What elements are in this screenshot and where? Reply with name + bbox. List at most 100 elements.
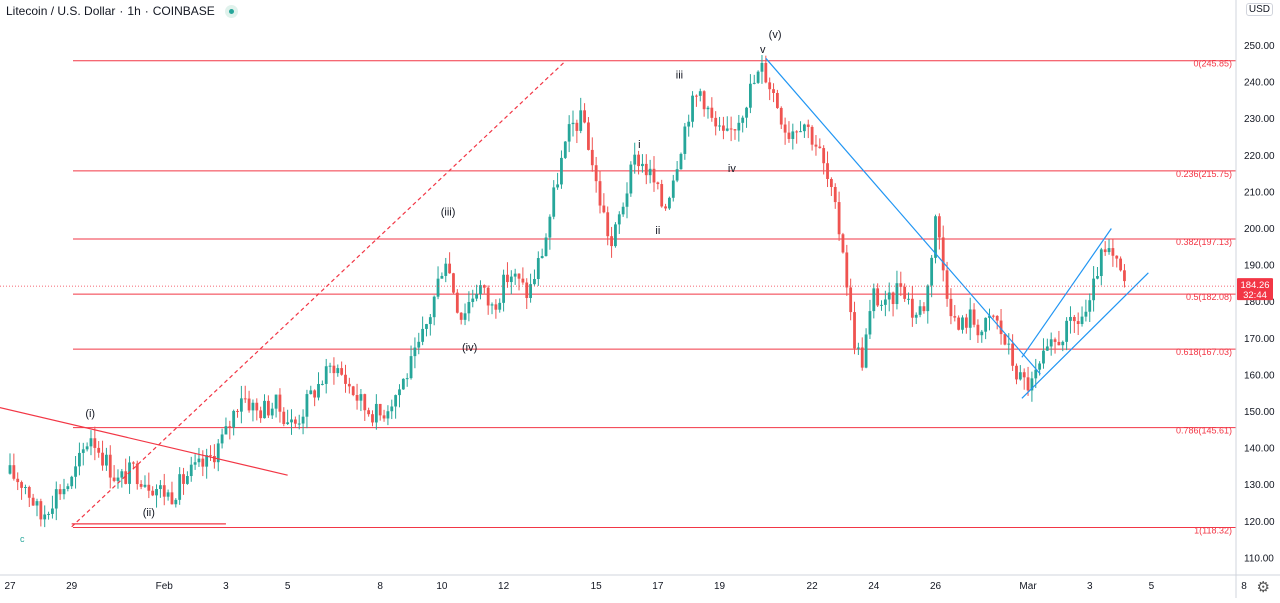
trend-line[interactable] [1021, 228, 1112, 358]
trend-line[interactable] [765, 57, 1041, 375]
candle-body [953, 316, 957, 318]
candle-body [691, 95, 694, 122]
candle-body [158, 485, 162, 490]
candle-body [205, 455, 209, 467]
candle-body [710, 107, 714, 118]
candle-body [189, 464, 193, 477]
candle-body [139, 484, 143, 487]
candle-body [1007, 343, 1011, 345]
candle-body [949, 298, 953, 317]
time-tick-label: Feb [156, 581, 174, 592]
candle-body [178, 474, 182, 500]
candle-body [1034, 369, 1038, 379]
candle-body [305, 394, 309, 417]
candle-body [1115, 255, 1119, 259]
candle-body [683, 126, 687, 154]
candle-body [525, 282, 529, 299]
candle-body [957, 317, 961, 330]
candle-body [467, 301, 471, 314]
currency-badge[interactable]: USD [1245, 3, 1273, 16]
trend-line[interactable] [1021, 272, 1149, 399]
candle-body [540, 256, 544, 259]
time-tick-label: 15 [591, 581, 603, 592]
candle-body [664, 206, 667, 209]
candle-body [725, 128, 729, 131]
time-tick-label: 5 [285, 581, 291, 592]
candle-body [367, 410, 371, 415]
candle-body [243, 398, 247, 400]
candle-body [791, 131, 795, 139]
candle-body [961, 317, 964, 330]
last-price-tag[interactable] [1237, 278, 1273, 301]
candle-body [62, 488, 66, 495]
live-dot-icon [224, 4, 238, 18]
candle-body [660, 184, 664, 207]
candle-body [845, 252, 849, 288]
candle-body [822, 148, 826, 164]
trend-line[interactable] [0, 401, 288, 476]
candle-body [351, 386, 355, 396]
candle-body [502, 274, 505, 303]
candle-body [571, 122, 575, 125]
candle-body [85, 446, 89, 450]
candle-body [563, 141, 567, 158]
candle-body [35, 501, 39, 506]
candle-body [930, 257, 934, 286]
candle-body [548, 216, 552, 238]
candle-body [829, 179, 833, 188]
candle-body [806, 124, 810, 127]
candle-body [24, 486, 27, 488]
candle-body [560, 157, 563, 185]
price-tick-label: 240.00 [1244, 78, 1275, 89]
candle-body [876, 288, 880, 306]
candle-body [1084, 311, 1088, 317]
candle-body [332, 365, 336, 374]
candle-body [544, 237, 548, 257]
candle-body [995, 315, 999, 321]
candle-body [964, 317, 968, 328]
price-tick-label: 130.00 [1244, 480, 1275, 491]
candle-body [752, 82, 756, 84]
trend-line[interactable] [71, 60, 566, 528]
candle-body [610, 236, 613, 247]
candle-body [97, 447, 101, 453]
candle-body [849, 287, 853, 313]
candle-body [1065, 320, 1069, 342]
candle-body [606, 212, 610, 237]
candle-body [209, 455, 212, 457]
candle-body [1011, 343, 1015, 366]
candle-body [448, 263, 452, 274]
candle-body [182, 474, 185, 484]
candle-body [567, 124, 571, 142]
candle-body [602, 205, 606, 213]
gear-icon[interactable]: ⚙ [1256, 579, 1270, 596]
fib-level-label: 0.236(215.75) [1176, 169, 1232, 179]
candle-body [143, 484, 147, 487]
candle-body [598, 181, 602, 206]
symbol-title-bar[interactable]: Litecoin / U.S. Dollar · 1h · COINBASE [6, 4, 238, 18]
wave-label: (iv) [462, 342, 477, 354]
candle-body [486, 287, 490, 306]
candle-body [1057, 341, 1061, 346]
candle-body [274, 394, 278, 409]
candle-body [934, 216, 937, 258]
candle-body [151, 490, 155, 496]
candle-body [914, 314, 918, 318]
candle-body [787, 132, 791, 139]
candle-body [170, 492, 174, 505]
wave-label: i [638, 139, 640, 151]
candle-body [1076, 321, 1080, 325]
candle-body [783, 124, 787, 133]
time-tick-label: 24 [868, 581, 880, 592]
candle-body [733, 129, 737, 131]
candle-body [1030, 378, 1034, 391]
candle-body [617, 214, 621, 225]
candle-body [853, 312, 856, 349]
candle-body [625, 193, 629, 207]
candle-body [282, 411, 286, 425]
candle-body [220, 434, 224, 444]
candle-body [1119, 258, 1122, 271]
candle-body [401, 378, 405, 390]
